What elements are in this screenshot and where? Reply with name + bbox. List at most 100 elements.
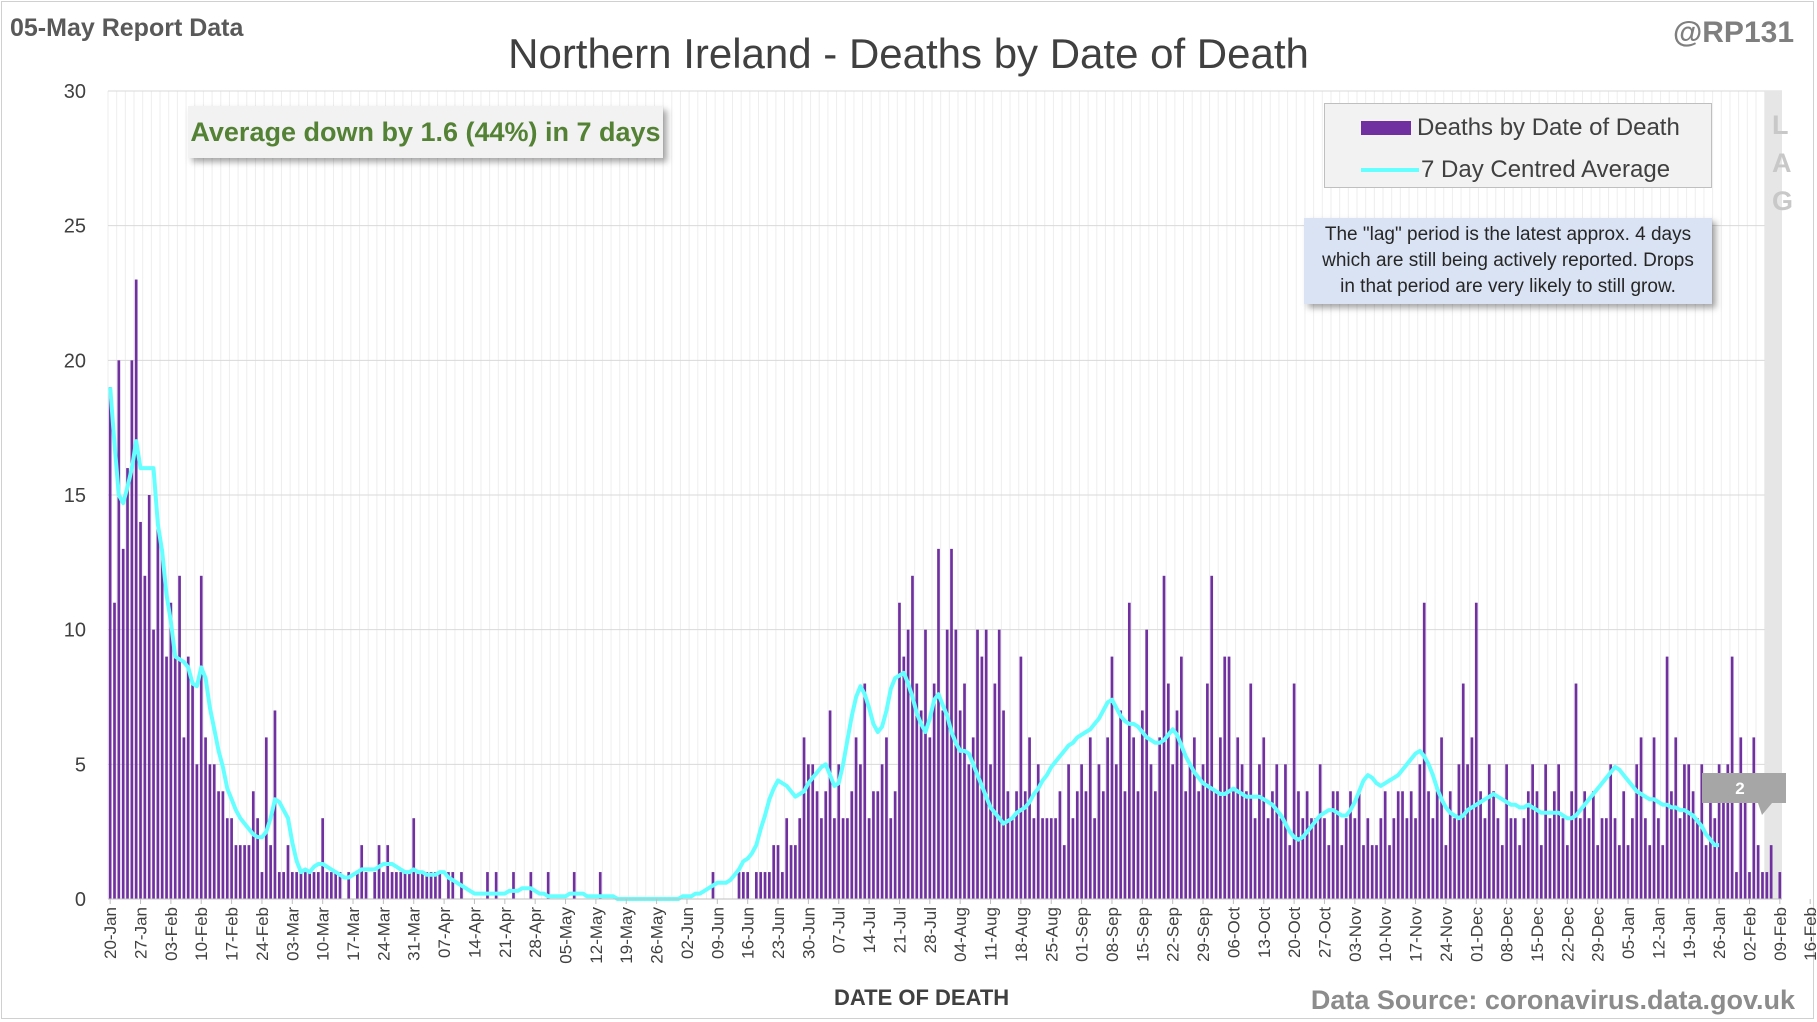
bar [186, 656, 190, 899]
bar [1210, 575, 1214, 899]
bar [217, 791, 220, 899]
svg-text:2: 2 [1735, 779, 1744, 798]
x-tick-label: 04-Aug [951, 907, 970, 962]
bar [182, 737, 186, 899]
lag-note: The "lag" period is the latest approx. 4… [1304, 218, 1712, 304]
x-tick-label: 05-May [557, 907, 576, 964]
bar [1735, 872, 1738, 899]
bar [1344, 818, 1348, 899]
bar [1153, 791, 1157, 899]
bar [221, 791, 225, 899]
bar [1171, 764, 1175, 899]
bar [225, 818, 229, 899]
bar [1370, 845, 1374, 899]
bar [1149, 764, 1153, 899]
bar [1028, 737, 1031, 899]
bar [1301, 818, 1305, 899]
bar [1323, 818, 1326, 899]
bar [1401, 791, 1404, 899]
bar [1544, 764, 1547, 899]
x-tick-label: 23-Jun [769, 907, 788, 959]
bar [1214, 791, 1218, 899]
bar [1197, 791, 1201, 899]
bar [833, 818, 836, 899]
bar [1483, 818, 1487, 899]
bar [1778, 872, 1782, 899]
bar [997, 629, 1001, 899]
bar [885, 737, 888, 899]
x-tick-label: 28-Apr [526, 907, 545, 958]
x-tick-label: 01-Dec [1467, 907, 1486, 962]
bar [572, 872, 576, 899]
bar [919, 710, 923, 899]
bar [269, 845, 272, 899]
bar [1418, 764, 1422, 899]
x-tick-label: 15-Sep [1133, 907, 1152, 962]
x-tick-label: 10-Nov [1376, 907, 1395, 962]
bar [1002, 710, 1005, 899]
bar [1626, 845, 1630, 899]
x-tick-label: 17-Mar [344, 907, 363, 961]
bar [820, 818, 823, 899]
bar [1275, 764, 1279, 899]
bar [290, 872, 294, 899]
x-axis-ticks: 20-Jan 27-Jan 03-Feb 10-Feb 17-Feb 24-Feb 03-M… [101, 899, 1817, 964]
bar [1188, 764, 1192, 899]
legend-item-bars: Deaths by Date of Death [1361, 113, 1680, 143]
bar [1687, 764, 1691, 899]
bar [815, 791, 819, 899]
report-date-label: 05-May Report Data [10, 14, 244, 42]
bar [1349, 791, 1352, 899]
bar [169, 602, 173, 899]
bar [412, 818, 416, 899]
bar [763, 872, 767, 899]
bar [1492, 791, 1495, 899]
bar [1505, 764, 1508, 899]
bar [828, 710, 832, 899]
bar [390, 872, 394, 899]
bar [1574, 683, 1578, 899]
bar [1769, 845, 1773, 899]
y-tick-label: 20 [64, 350, 86, 372]
bar [251, 791, 255, 899]
bar [932, 683, 936, 899]
lag-note-line: which are still being actively reported.… [1322, 250, 1694, 271]
bar [1015, 791, 1018, 899]
bar [824, 791, 828, 899]
bar [1067, 764, 1070, 899]
bar [373, 872, 377, 899]
bar [802, 737, 806, 899]
bar [1466, 764, 1469, 899]
bar [1340, 845, 1344, 899]
bar [438, 872, 442, 899]
bar [126, 468, 129, 899]
bar [1106, 737, 1109, 899]
bar [1193, 737, 1196, 899]
bar [1713, 818, 1717, 899]
bar [993, 683, 997, 899]
bar [1388, 845, 1391, 899]
x-tick-label: 12-May [587, 907, 606, 964]
bar [1474, 602, 1478, 899]
bar [1409, 791, 1413, 899]
bar [1271, 791, 1274, 899]
bar [295, 872, 298, 899]
bar [421, 872, 424, 899]
bar [1006, 791, 1010, 899]
bar [1180, 656, 1183, 899]
bar [863, 683, 867, 899]
bar [737, 872, 741, 899]
bar [1331, 791, 1335, 899]
bar [316, 872, 320, 899]
bar [1652, 737, 1656, 899]
data-source: Data Source: coronavirus.data.gov.uk [1310, 985, 1795, 1015]
bar [924, 629, 927, 899]
bar [1557, 764, 1560, 899]
bar [1678, 818, 1682, 899]
bar [1709, 791, 1712, 899]
x-tick-label: 24-Nov [1437, 907, 1456, 962]
bar [807, 764, 810, 899]
bar [247, 845, 251, 899]
bar [789, 845, 793, 899]
bar [1674, 737, 1678, 899]
